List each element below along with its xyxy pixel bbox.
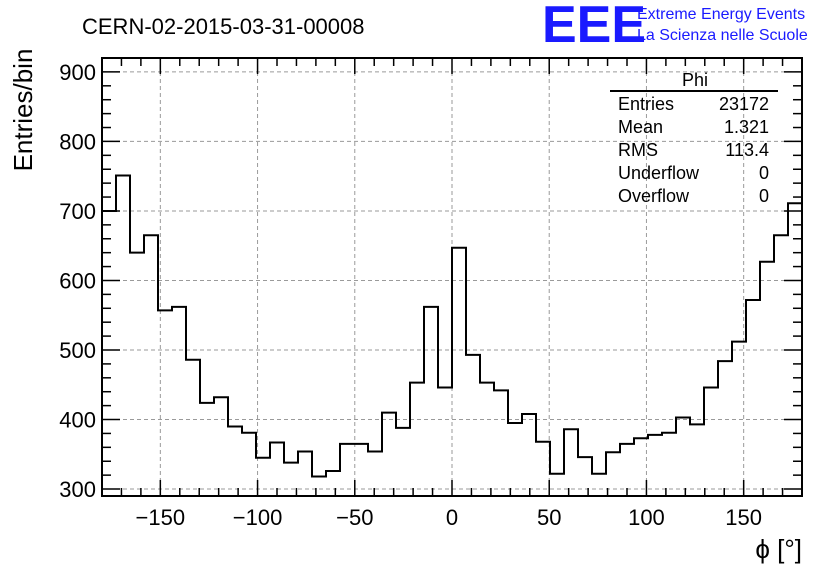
- logo-line-1: Extreme Energy Events: [637, 6, 805, 23]
- x-tick-label: 50: [537, 505, 561, 530]
- stats-label-rms: RMS: [618, 140, 658, 160]
- stats-box: Phi Entries 23172 Mean 1.321 RMS 113.4 U…: [610, 70, 778, 206]
- x-tick-labels: −150 −100 −50 0 50 100 150: [136, 505, 762, 530]
- y-tick-label: 500: [59, 338, 96, 363]
- stats-value-overflow: 0: [759, 186, 769, 206]
- y-tick-labels: 300 400 500 600 700 800 900: [59, 60, 96, 502]
- y-tick-label: 800: [59, 129, 96, 154]
- stats-title: Phi: [682, 70, 708, 90]
- x-axis-title: ϕ [°]: [755, 534, 802, 564]
- x-tick-label: 150: [725, 505, 762, 530]
- y-tick-label: 600: [59, 268, 96, 293]
- stats-label-entries: Entries: [618, 94, 674, 114]
- run-title: CERN-02-2015-03-31-00008: [82, 14, 365, 39]
- stats-value-underflow: 0: [759, 163, 769, 183]
- x-tick-label: −100: [233, 505, 283, 530]
- y-axis-title: Entries/bin: [8, 49, 38, 172]
- stats-label-overflow: Overflow: [618, 186, 690, 206]
- stats-value-entries: 23172: [719, 94, 769, 114]
- histogram-series-line: [102, 70, 803, 478]
- x-tick-label: −50: [336, 505, 373, 530]
- axis-ticks: [101, 57, 803, 496]
- y-tick-label: 400: [59, 408, 96, 433]
- stats-value-rms: 113.4: [725, 140, 769, 160]
- x-tick-label: 100: [628, 505, 665, 530]
- x-tick-label: −150: [136, 505, 186, 530]
- stats-value-mean: 1.321: [724, 117, 769, 137]
- stats-label-mean: Mean: [618, 117, 663, 137]
- y-tick-label: 900: [59, 60, 96, 85]
- eee-logo: EEE: [542, 0, 646, 54]
- y-tick-label: 300: [59, 477, 96, 502]
- x-tick-label: 0: [446, 505, 458, 530]
- stats-label-underflow: Underflow: [618, 163, 700, 183]
- logo-line-2: La Scienza nelle Scuole: [637, 27, 808, 44]
- y-tick-label: 700: [59, 199, 96, 224]
